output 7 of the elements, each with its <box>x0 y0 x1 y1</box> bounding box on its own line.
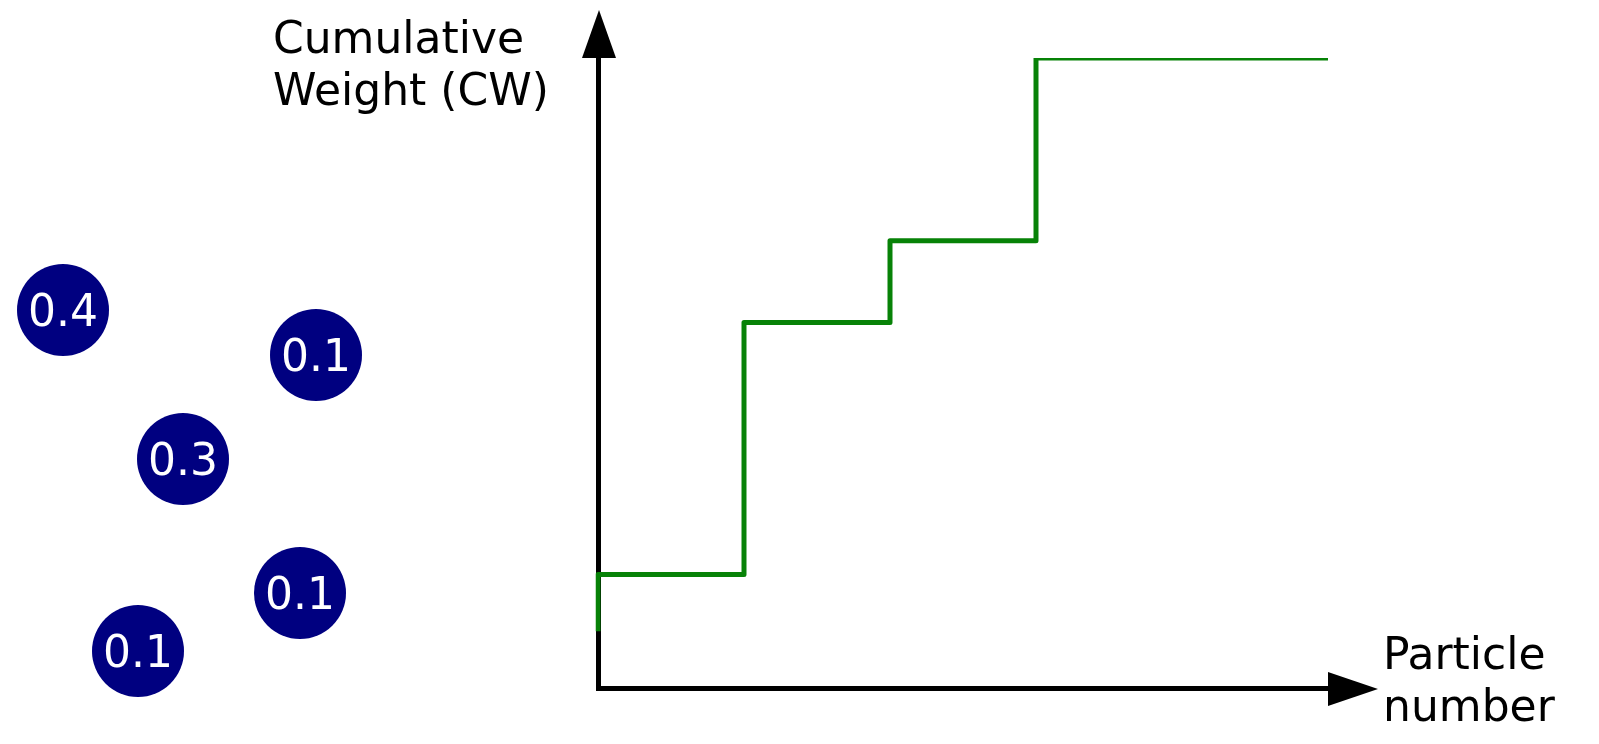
particle-icon: 0.1 <box>270 309 362 401</box>
particle-icon: 0.1 <box>92 605 184 697</box>
particle-icon: 0.3 <box>137 413 229 505</box>
particle-icon: 0.4 <box>17 264 109 356</box>
y-axis-title: Cumulative Weight (CW) <box>273 12 550 116</box>
x-axis-title: Particle number <box>1383 628 1556 732</box>
particle-icon: 0.1 <box>254 547 346 639</box>
